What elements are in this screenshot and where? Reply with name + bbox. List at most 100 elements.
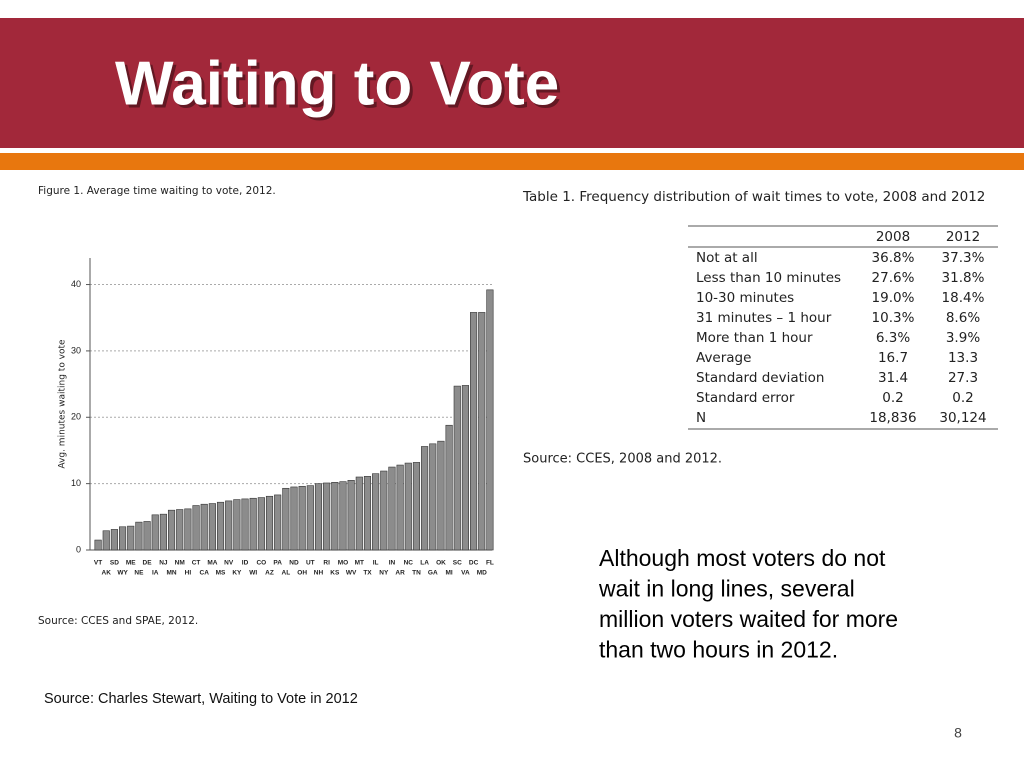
bar <box>208 503 216 551</box>
table-cell: 8.6% <box>946 310 980 326</box>
table-cell: 0.2 <box>882 390 903 406</box>
table-cell: 19.0% <box>872 290 915 306</box>
x-tick-label: ID <box>242 560 249 567</box>
x-tick-label: KY <box>232 570 242 577</box>
x-tick-label: NC <box>404 560 414 567</box>
y-tick-label: 30 <box>71 345 81 355</box>
x-tick-label: IL <box>373 560 379 567</box>
bar <box>396 464 404 551</box>
bar <box>445 424 453 551</box>
y-tick-label: 10 <box>71 478 81 488</box>
table-cell: 10.3% <box>872 310 915 326</box>
x-tick-label: MO <box>338 560 348 567</box>
x-tick-label: MI <box>445 570 452 577</box>
header-band <box>0 18 1024 148</box>
bar <box>265 495 274 551</box>
x-tick-label: ME <box>126 560 136 567</box>
bar <box>249 497 257 551</box>
footer-source: Source: Charles Stewart, Waiting to Vote… <box>44 691 358 707</box>
bar <box>339 481 347 551</box>
y-tick-label: 0 <box>76 544 81 554</box>
table-cell: 27.3 <box>948 370 978 386</box>
x-tick-label: FL <box>486 560 494 567</box>
figure-source: Source: CCES and SPAE, 2012. <box>38 615 198 627</box>
bar <box>355 476 363 551</box>
x-tick-label: HI <box>185 570 192 577</box>
title-shadow: Waiting to Vote <box>118 52 562 121</box>
x-tick-label: WV <box>346 570 357 577</box>
bar <box>119 526 127 551</box>
x-tick-label: MT <box>355 560 364 567</box>
bar <box>159 513 167 551</box>
bar <box>388 466 396 551</box>
bar <box>102 530 110 551</box>
x-tick-label: SD <box>110 560 119 567</box>
page-number: 8 <box>954 725 962 741</box>
row-label: Less than 10 minutes <box>696 270 841 286</box>
note-line: million voters waited for more <box>599 606 898 632</box>
x-tick-label: MA <box>207 560 217 567</box>
x-tick-label: UT <box>306 560 315 567</box>
bar <box>306 485 314 551</box>
bar <box>151 514 159 551</box>
x-tick-label: ND <box>289 560 299 567</box>
bar <box>429 443 437 551</box>
table-cell: 27.6% <box>872 270 915 286</box>
y-tick-label: 20 <box>71 412 81 422</box>
bar <box>453 385 461 551</box>
y-axis-label: Avg. minutes waiting to vote <box>58 339 68 469</box>
x-tick-label: NH <box>314 570 324 577</box>
bar <box>110 529 118 551</box>
table-cell: 31.4 <box>878 370 908 386</box>
note-line: wait in long lines, several <box>598 576 855 602</box>
table-cell: 18.4% <box>942 290 985 306</box>
x-tick-label: TX <box>363 570 372 577</box>
bar <box>143 521 151 551</box>
slide-title: Waiting to Vote <box>115 49 559 118</box>
bar <box>404 462 412 551</box>
bar <box>216 501 225 551</box>
x-tick-label: VT <box>94 560 102 567</box>
x-tick-label: IN <box>389 560 396 567</box>
x-tick-label: SC <box>453 560 462 567</box>
x-tick-label: VA <box>461 570 470 577</box>
x-tick-label: AL <box>282 570 291 577</box>
column-header: 2008 <box>876 229 910 245</box>
bar <box>323 482 331 551</box>
bar <box>331 482 339 551</box>
table-source: Source: CCES, 2008 and 2012. <box>523 452 722 467</box>
row-label: More than 1 hour <box>696 330 813 346</box>
row-label: Not at all <box>696 250 758 266</box>
bar <box>135 521 143 551</box>
x-tick-label: MN <box>166 570 176 577</box>
x-tick-label: IA <box>152 570 159 577</box>
table-title: Table 1. Frequency distribution of wait … <box>522 189 985 205</box>
bar <box>380 470 388 551</box>
x-tick-label: NJ <box>159 560 168 567</box>
x-tick-label: MD <box>477 570 487 577</box>
bar <box>461 385 469 551</box>
x-tick-label: NV <box>224 560 234 567</box>
bar <box>372 473 380 551</box>
bar <box>470 312 478 551</box>
table-cell: 36.8% <box>872 250 915 266</box>
bar <box>192 505 200 551</box>
x-tick-label: OH <box>297 570 307 577</box>
bar <box>298 485 306 551</box>
table-cell: 16.7 <box>878 350 908 366</box>
bar <box>257 497 265 551</box>
bar <box>478 312 486 551</box>
table-cell: 0.2 <box>952 390 973 406</box>
bar <box>200 503 208 551</box>
x-tick-label: OK <box>436 560 446 567</box>
row-label: 10-30 minutes <box>696 290 794 306</box>
x-tick-label: AR <box>395 570 405 577</box>
bar <box>486 289 494 551</box>
bar <box>127 525 135 551</box>
bar <box>94 539 102 551</box>
note-line: Although most voters do not <box>599 545 886 571</box>
table-cell: 18,836 <box>869 410 916 426</box>
x-tick-label: CA <box>200 570 210 577</box>
table-cell: 6.3% <box>876 330 910 346</box>
